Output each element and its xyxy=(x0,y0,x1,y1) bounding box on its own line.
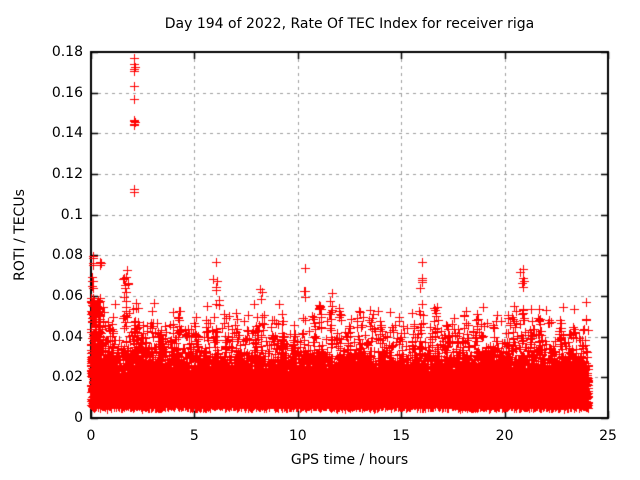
y-tick-label: 0.16 xyxy=(51,84,83,101)
x-tick-label: 20 xyxy=(495,428,514,444)
y-tick-label: 0.12 xyxy=(51,166,83,182)
x-tick-label: 5 xyxy=(189,428,199,444)
y-tick-label: 0.08 xyxy=(51,247,83,264)
y-axis-label: ROTI / TECUs xyxy=(12,189,28,281)
x-tick-label: 0 xyxy=(86,428,96,444)
x-tick-label: 15 xyxy=(392,428,411,444)
y-tick-label: 0.02 xyxy=(51,369,83,386)
y-tick-label: 0.14 xyxy=(51,125,83,142)
y-tick-label: 0.04 xyxy=(51,328,83,345)
y-tick-label: 0.1 xyxy=(60,206,83,223)
y-tick-label: 0.18 xyxy=(51,44,83,60)
x-tick-label: 10 xyxy=(288,428,307,444)
y-tick-label: 0 xyxy=(74,410,83,426)
chart-title: Day 194 of 2022, Rate Of TEC Index for r… xyxy=(164,16,535,32)
x-axis-label: GPS time / hours xyxy=(290,452,409,468)
x-tick-label: 25 xyxy=(599,428,617,444)
y-tick-label: 0.06 xyxy=(51,288,83,304)
